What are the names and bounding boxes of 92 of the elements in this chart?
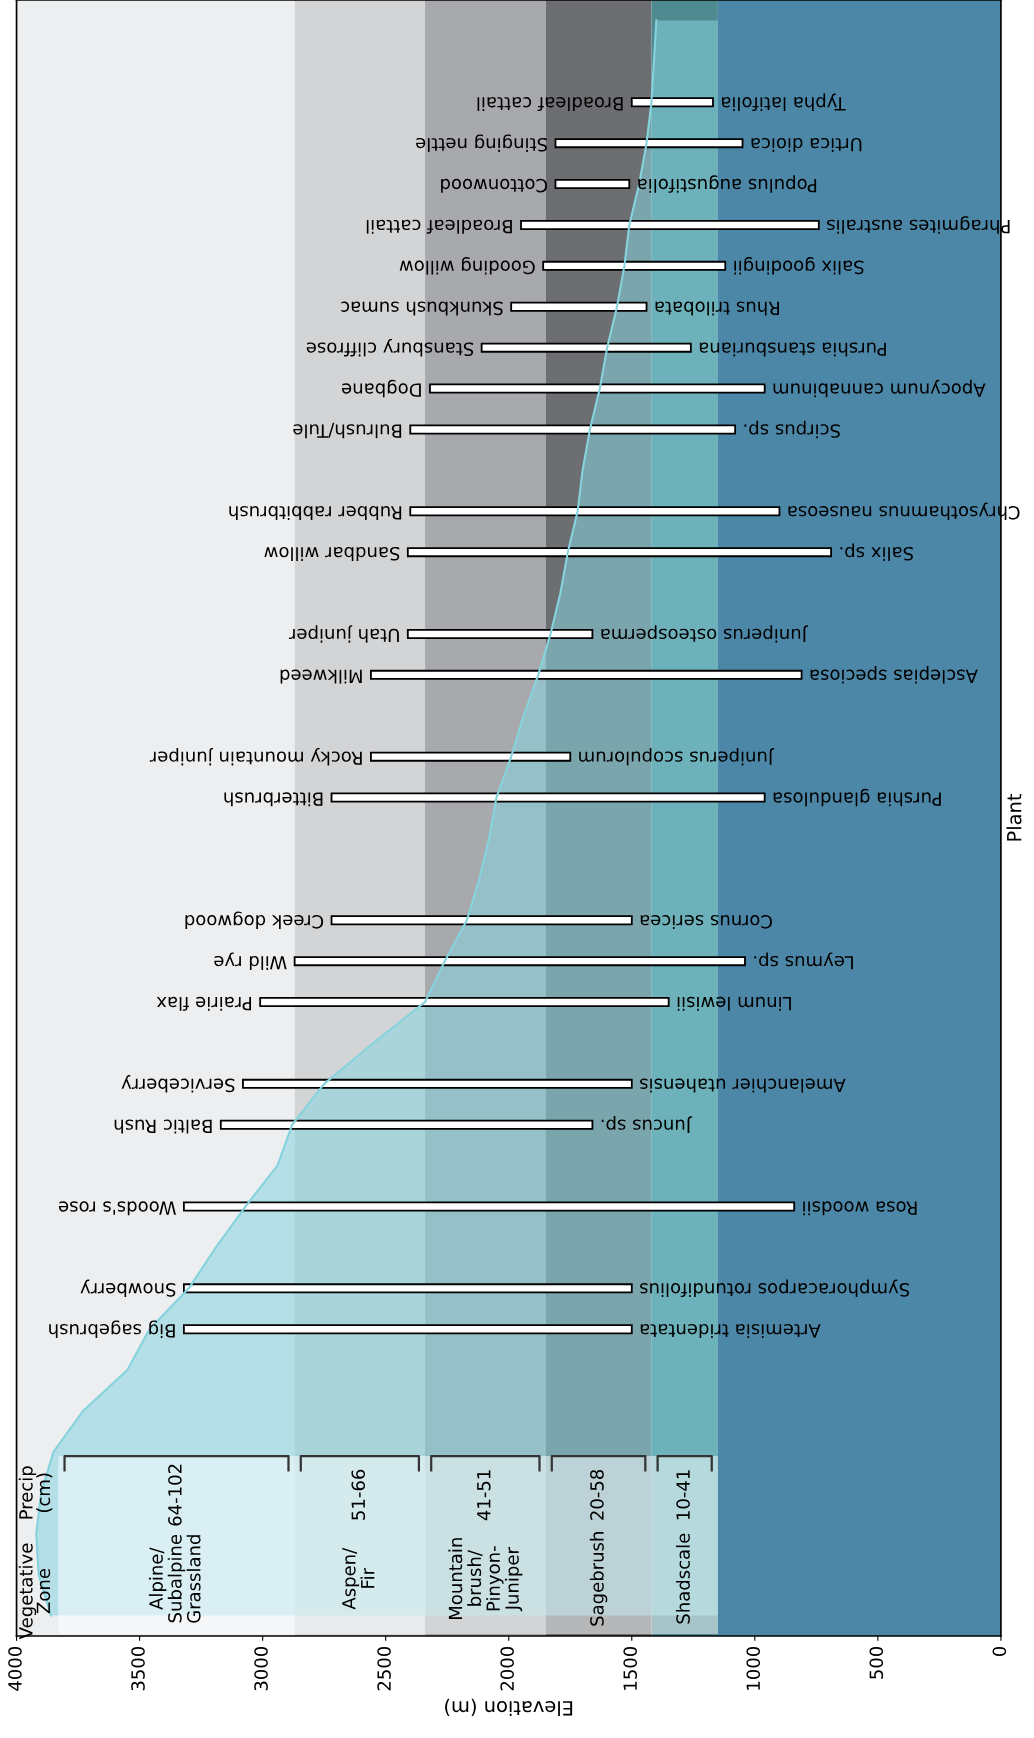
bar [406, 628, 594, 639]
bar [182, 1283, 633, 1294]
y-axis-title: Plant [1006, 793, 1022, 841]
bar [520, 219, 820, 230]
bar [330, 915, 633, 926]
data-label: Purshia stansburiana [699, 342, 886, 357]
data-label: Symphoracarpos rotundifolius [640, 1279, 909, 1298]
data-label: Phragmites australis [827, 216, 1010, 234]
data-label: Juniperus scopulorum [579, 747, 775, 766]
bar [554, 179, 631, 190]
data-label: Cornus sericea [640, 915, 772, 929]
band-label: Mountain brush/ Pinyon- Juniper [448, 1538, 523, 1620]
bar [510, 301, 648, 312]
data-label: Artemisia tridentata [640, 1323, 821, 1338]
y-tick-label: Big sagebrush [49, 1320, 175, 1338]
y-tick-label: Cottonwood [441, 178, 548, 193]
bar [554, 138, 744, 149]
y-tick-label: Skunkbush sumac [341, 301, 503, 316]
y-tick-label: Bitterbrush [224, 792, 323, 807]
x-tick-label: 0 [992, 1646, 1007, 1656]
band-label: Shadscale [675, 1533, 690, 1624]
data-label: Apocynum cannabinum [773, 379, 986, 398]
data-label: Asclepias speciosa [810, 666, 978, 684]
data-label: Salix sp. [840, 543, 913, 561]
y-tick-label: Prairie flax [156, 996, 252, 1011]
band-label: Aspen/ Fir [342, 1547, 375, 1610]
bar [330, 792, 766, 803]
bar [409, 506, 781, 517]
data-label: Juncus sp. [601, 1116, 693, 1133]
bar [259, 997, 670, 1008]
data-label: Purshia glandulosa [773, 788, 941, 807]
annotation: Precip (cm) [18, 1466, 53, 1519]
annotation: 41-51 [477, 1470, 491, 1521]
data-label: Linum lewisii [677, 996, 791, 1011]
bar [370, 751, 572, 762]
data-label: Amelanchier utahensis [640, 1078, 846, 1093]
data-label: Urtica dioica [751, 137, 862, 152]
annotation: 20-58 [590, 1469, 604, 1520]
bar [370, 669, 803, 680]
y-tick-label: Wild rye [214, 952, 287, 970]
y-tick-label: Baltic Rush [114, 1119, 212, 1134]
data-label: Typha latifolia [722, 93, 846, 111]
x-tick-label: 2000 [500, 1646, 514, 1691]
band-label: Alpine/ Subalpine Grassland [148, 1534, 201, 1623]
y-tick-label: Snowberry [80, 1279, 176, 1298]
bar [242, 1078, 633, 1089]
y-tick-label: Stinging nettle [416, 134, 547, 152]
y-tick-label: Rocky mountain juniper [149, 747, 362, 766]
x-tick-label: 3000 [254, 1646, 268, 1691]
data-label: Rhus trilobata [655, 301, 779, 316]
x-tick-label: 1000 [746, 1646, 761, 1690]
bar [542, 260, 727, 271]
y-tick-label: Serviceberry [121, 1075, 235, 1093]
annotation: 64-102 [168, 1464, 182, 1526]
data-label: Scirpus sp. [744, 420, 840, 439]
y-tick-label: Dogbane [342, 379, 421, 398]
x-tick-label: 3500 [131, 1646, 145, 1691]
bar [182, 1324, 633, 1335]
annotation: 10-41 [676, 1470, 690, 1520]
data-label: Leymus sp. [754, 952, 853, 970]
y-tick-label: Utah juniper [288, 625, 399, 643]
bar [406, 547, 833, 558]
y-tick-label: Broadleaf cattail [366, 219, 512, 234]
y-tick-label: Rubber rabbitbrush [229, 506, 402, 520]
bar [429, 383, 766, 394]
data-label: Salix goodingii [734, 257, 864, 275]
y-tick-label: Stansbury cliffrose [306, 338, 474, 357]
x-tick-label: 2500 [377, 1646, 391, 1691]
y-tick-label: Woods's rose [59, 1201, 176, 1216]
y-tick-label: Milkweed [280, 669, 362, 684]
x-tick-label: 500 [869, 1646, 884, 1679]
data-label: Chrysothamnus nauseosa [788, 502, 1020, 520]
x-axis-title: Elevation (m) [445, 1698, 573, 1717]
data-label: Rosa woodsii [803, 1201, 917, 1216]
annotation: Vegetative Zone [18, 1543, 51, 1640]
y-tick-label: Broadleaf cattail [477, 97, 623, 111]
bar [293, 956, 746, 967]
x-tick-label: 4000 [8, 1646, 22, 1691]
data-label: Juniperus osteosperma [601, 625, 808, 643]
y-tick-label: Creek dogwood [185, 911, 324, 929]
y-tick-label: Gooding willow [399, 257, 535, 275]
bar [630, 97, 714, 108]
band-label: Sagebrush [589, 1532, 608, 1626]
annotation: 51-66 [351, 1469, 366, 1520]
y-tick-label: Bulrush/Tule [293, 422, 402, 439]
bar [480, 342, 692, 353]
data-label: Populus augustifolia [638, 175, 817, 193]
y-tick-label: Sandbar willow [264, 546, 400, 561]
x-tick-label: 1500 [623, 1646, 638, 1690]
bar [219, 1119, 594, 1130]
bar [409, 424, 737, 435]
bar [182, 1201, 796, 1212]
